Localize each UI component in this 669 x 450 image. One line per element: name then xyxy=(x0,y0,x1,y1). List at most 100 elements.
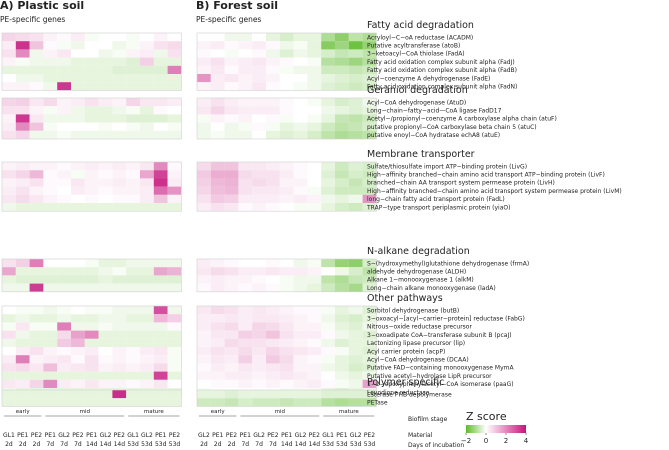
heatmap-cell xyxy=(112,259,127,268)
heatmap-cell xyxy=(71,314,85,323)
heatmap-cell xyxy=(112,379,127,389)
heatmap-cell xyxy=(224,398,239,407)
heatmap-cell xyxy=(321,130,336,140)
heatmap-cell xyxy=(335,106,349,115)
heatmap-cell xyxy=(321,347,336,356)
heatmap-cell xyxy=(15,314,30,323)
heatmap-cell xyxy=(84,106,99,115)
heatmap-cell xyxy=(238,98,253,107)
heatmap-cell xyxy=(126,98,141,107)
heatmap-cell xyxy=(252,267,267,276)
gene-label: aldehyde dehydrogenase (ALDH) xyxy=(367,269,466,276)
heatmap-cell xyxy=(266,74,280,83)
heatmap-cell xyxy=(15,74,30,83)
heatmap-cell xyxy=(197,65,211,75)
heatmap-cell xyxy=(71,98,85,107)
heatmap-cell xyxy=(140,259,154,268)
heatmap-cell xyxy=(57,106,72,115)
heatmap-cell xyxy=(29,259,44,268)
heatmap-cell xyxy=(84,98,99,107)
heatmap-cell xyxy=(140,65,154,75)
heatmap-cell xyxy=(279,41,294,50)
heatmap-cell xyxy=(2,170,16,179)
gene-label: 3−oxoacyl−[acyl−carrier−protein] reducta… xyxy=(367,316,525,323)
heatmap-cell xyxy=(84,114,99,123)
heatmap-cell xyxy=(71,194,85,204)
heatmap-cell xyxy=(57,114,72,123)
heatmap-cell xyxy=(153,390,168,399)
heatmap-cell xyxy=(84,49,99,58)
heatmap-cell xyxy=(266,194,280,204)
heatmap-cell xyxy=(153,178,168,187)
heatmap-cell xyxy=(71,170,85,179)
heatmap-cell xyxy=(112,49,127,58)
heatmap-cell xyxy=(348,306,363,315)
heatmap-cell xyxy=(126,371,141,380)
heatmap-cell xyxy=(2,322,16,331)
heatmap-cell xyxy=(279,314,294,323)
heatmap-cell xyxy=(167,379,182,389)
heatmap-cell xyxy=(321,363,336,372)
heatmap-cell xyxy=(362,57,377,66)
heatmap-cell xyxy=(112,338,127,348)
heatmap-cell xyxy=(238,65,253,75)
heatmap-cell xyxy=(98,170,113,179)
heatmap-cell xyxy=(98,33,113,42)
heatmap-cell xyxy=(197,82,211,91)
heatmap-cell xyxy=(29,114,44,123)
heatmap-cell xyxy=(321,275,336,284)
heatmap-cell xyxy=(348,322,363,331)
heatmap-cell xyxy=(2,74,16,83)
heatmap-cell xyxy=(153,82,168,91)
heatmap-cell xyxy=(293,283,308,292)
heatmap-cell xyxy=(57,130,72,140)
gene-label: Acyl carrier protein (acpP) xyxy=(367,348,445,355)
heatmap-cell xyxy=(210,259,225,268)
heatmap-cell xyxy=(293,314,308,323)
heatmap-cell xyxy=(252,114,267,123)
heatmap-cell xyxy=(112,114,127,123)
heatmap-cell xyxy=(126,379,141,389)
heatmap-cell xyxy=(140,82,154,91)
heatmap-cell xyxy=(98,41,113,50)
heatmap-cell xyxy=(321,170,336,179)
plastic-axis-labels: early mid mature GL1 2d PE1 2d PE2 2d PE1 7d GL2 7d P… xyxy=(3,409,180,448)
stage-label: mid xyxy=(275,409,285,415)
heatmap-cell xyxy=(279,114,294,123)
heatmap-cell xyxy=(266,114,280,123)
heatmap-cell xyxy=(57,57,72,66)
heatmap-cell xyxy=(307,33,322,42)
heatmap-cell xyxy=(153,267,168,276)
heatmap-cell xyxy=(84,130,99,140)
material-tick: PE1 xyxy=(17,432,28,439)
heatmap-cell xyxy=(57,186,72,195)
heatmap-cell xyxy=(197,355,211,364)
heatmap-cell xyxy=(2,33,16,42)
group-title: N-alkane degradation xyxy=(367,246,470,257)
heatmap-cell xyxy=(84,338,99,348)
heatmap-cell xyxy=(153,33,168,42)
heatmap-cell xyxy=(293,106,308,115)
heatmap-cell xyxy=(252,398,267,407)
heatmap-cell xyxy=(210,371,225,380)
heatmap-cell xyxy=(197,41,211,50)
stage-label: mid xyxy=(80,409,90,415)
heatmap-cell xyxy=(15,65,30,75)
heatmap-cell xyxy=(224,194,239,204)
heatmap-cell xyxy=(2,65,16,75)
heatmap-cell xyxy=(43,203,58,212)
heatmap-cell xyxy=(2,98,16,107)
heatmap-cell xyxy=(140,106,154,115)
heatmap-cell xyxy=(140,398,154,407)
heatmap-cell xyxy=(57,33,72,42)
day-tick: 14d xyxy=(100,441,112,448)
heatmap-cell xyxy=(98,398,113,407)
heatmap-cell xyxy=(126,194,141,204)
heatmap-cell xyxy=(224,347,239,356)
heatmap-cell xyxy=(279,106,294,115)
heatmap-cell xyxy=(307,65,322,75)
heatmap-cell xyxy=(71,186,85,195)
heatmap-cell xyxy=(112,194,127,204)
heatmap-cell xyxy=(153,379,168,389)
